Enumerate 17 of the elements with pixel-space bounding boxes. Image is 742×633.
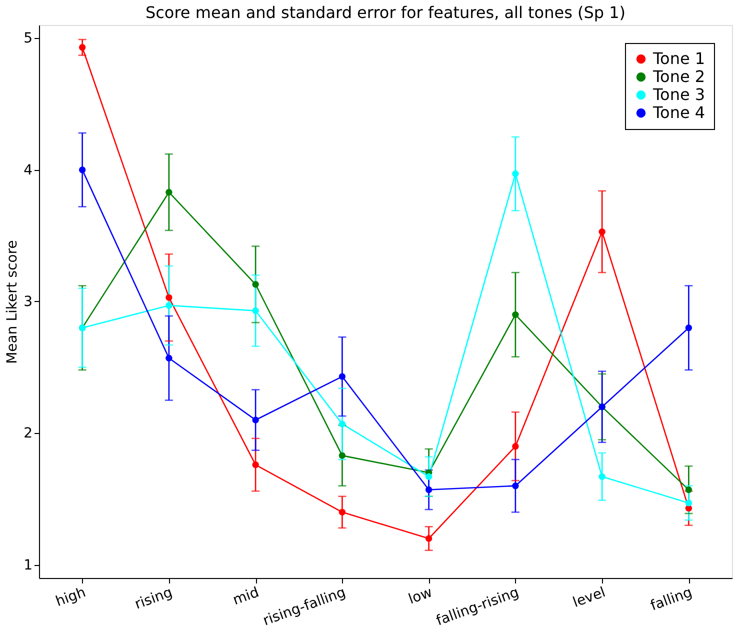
x-tick-label: falling [648, 584, 694, 614]
x-tick-label: level [570, 584, 608, 611]
y-tick-label: 2 [24, 426, 32, 442]
x-tick-label: rising [132, 584, 175, 613]
y-tick-label: 3 [24, 294, 32, 310]
y-tick-label: 1 [24, 557, 32, 574]
legend-label: Tone 2 [652, 67, 706, 86]
x-tick-label: low [406, 584, 434, 608]
chart-title: Score mean and standard error for features, all tones (Sp 1) [145, 3, 626, 22]
y-axis-title: Mean Likert score [4, 240, 21, 364]
legend-label: Tone 1 [652, 49, 706, 68]
legend-label: Tone 3 [652, 85, 706, 104]
y-tick-label: 5 [24, 30, 32, 47]
x-tick-label: high [54, 584, 88, 610]
x-tick-label: mid [230, 584, 262, 609]
legend-label: Tone 4 [652, 103, 706, 122]
y-tick-label: 4 [24, 162, 33, 178]
